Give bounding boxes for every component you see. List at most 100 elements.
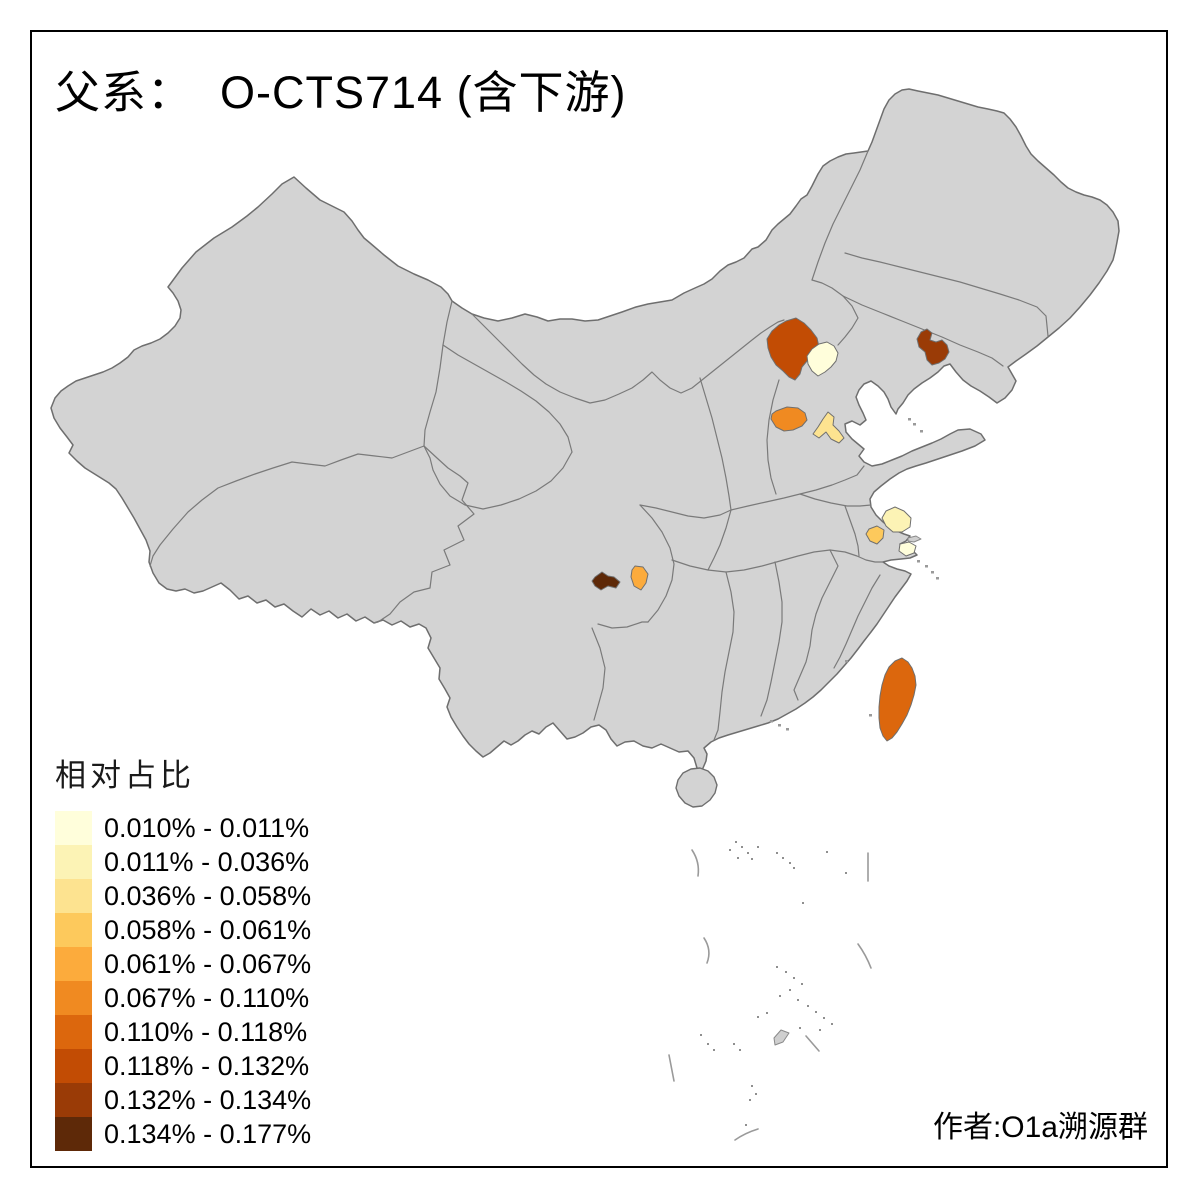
sea-island-dot [799, 1027, 801, 1029]
sea-island-dot [823, 1017, 825, 1019]
legend-row: 0.110% - 0.118% [55, 1015, 311, 1049]
sea-island-dot [807, 1005, 809, 1007]
legend-label: 0.132% - 0.134% [104, 1084, 312, 1115]
sea-island-dot [815, 1011, 817, 1013]
sea-island-dot [733, 1043, 735, 1045]
legend-swatch [55, 1117, 92, 1151]
province-border [423, 445, 573, 510]
sea-island-dot [826, 851, 828, 853]
province-border [639, 504, 732, 519]
hainan-island [675, 767, 718, 808]
region-liaocheng [812, 411, 845, 444]
legend-swatch [55, 845, 92, 879]
sea-island-dot [700, 1034, 702, 1036]
province-border [799, 493, 872, 507]
province-border [639, 504, 675, 623]
sea-dash-mark [691, 849, 700, 877]
legend-label: 0.118% - 0.132% [104, 1050, 310, 1081]
legend-row: 0.118% - 0.132% [55, 1049, 311, 1083]
province-border [591, 627, 606, 721]
legend-row: 0.134% - 0.177% [55, 1117, 311, 1151]
sea-island-dot [831, 1023, 833, 1025]
sea-dash-mark [668, 1054, 675, 1082]
legend-label: 0.011% - 0.036% [104, 846, 310, 877]
sea-island-dot [789, 862, 791, 864]
legend-swatch [55, 811, 92, 845]
sea-dash-mark [805, 1035, 820, 1052]
sea-island-dot [751, 858, 753, 860]
province-border [471, 313, 785, 404]
region-shanghai [898, 541, 917, 557]
plot-frame [30, 30, 1168, 1168]
province-border [833, 574, 881, 669]
coastal-islet-dot [786, 728, 789, 731]
sea-island-dot [776, 966, 778, 968]
province-border [730, 465, 865, 511]
sea-island-dot [741, 846, 743, 848]
sea-island-dot [793, 977, 795, 979]
coastal-islet-dot [925, 565, 928, 568]
province-border [844, 505, 860, 557]
sea-island-dot [737, 857, 739, 859]
sea-island-dot [739, 1049, 741, 1051]
region-jiangsu-coastal [881, 506, 912, 533]
legend-swatch [55, 879, 92, 913]
province-border [699, 377, 732, 511]
province-border [597, 621, 649, 629]
province-border [811, 279, 859, 346]
province-border [811, 150, 869, 281]
province-border [423, 300, 453, 447]
region-beijing [806, 341, 839, 377]
sea-dash-mark [703, 937, 710, 964]
province-border [149, 445, 425, 567]
coastal-islet-dot [920, 430, 923, 433]
legend-swatch [55, 947, 92, 981]
sea-island-dot [789, 989, 791, 991]
legend-swatch [55, 1083, 92, 1117]
legend-row: 0.036% - 0.058% [55, 879, 311, 913]
china-mainland-outline [50, 88, 1120, 777]
legend-rows: 0.010% - 0.011% 0.011% - 0.036% 0.036% - 0… [55, 811, 311, 1151]
province-border [766, 379, 780, 495]
sea-dash-mark [857, 943, 872, 969]
region-zhangjiakou [766, 317, 820, 381]
sea-island-dot [729, 849, 731, 851]
legend-swatch [55, 1015, 92, 1049]
region-taizhou [865, 525, 885, 545]
sea-island-dot [845, 872, 847, 874]
sea-island-dot [757, 846, 759, 848]
legend-row: 0.010% - 0.011% [55, 811, 311, 845]
coastal-islet-dot [845, 660, 848, 663]
coastal-islet-dot [931, 571, 934, 574]
legend-row: 0.067% - 0.110% [55, 981, 311, 1015]
region-shijiazhuang [770, 406, 808, 432]
legend-swatch [55, 981, 92, 1015]
sea-island-dot [802, 902, 804, 904]
sea-island-dot [751, 1085, 753, 1087]
sea-island-dot [779, 995, 781, 997]
sea-island-dot [819, 1029, 821, 1031]
coastal-islet-dot [913, 423, 916, 426]
sea-island-dot [785, 971, 787, 973]
sea-island-dot [735, 841, 737, 843]
region-luzhou [630, 565, 649, 591]
province-border [844, 252, 1049, 337]
legend-label: 0.110% - 0.118% [104, 1016, 308, 1047]
legend-row: 0.132% - 0.134% [55, 1083, 311, 1117]
sea-island-dot [749, 1099, 751, 1101]
legend-row: 0.061% - 0.067% [55, 947, 311, 981]
legend-title: 相对占比 [55, 758, 195, 793]
coastal-islet [773, 1029, 790, 1046]
province-border [442, 344, 573, 453]
legend: 相对占比 0.010% - 0.011% 0.011% - 0.036% 0.036… [55, 750, 311, 1151]
sea-dash-mark [734, 1128, 759, 1141]
coastal-islet [907, 535, 922, 543]
coastal-islet-dot [908, 418, 911, 421]
sea-island-dot [747, 852, 749, 854]
region-liaoning-east [916, 328, 950, 366]
sea-island-dot [766, 1012, 768, 1014]
coastal-islet-dot [936, 577, 939, 580]
sea-island-dot [757, 1016, 759, 1018]
region-sichuan-south [591, 571, 621, 591]
